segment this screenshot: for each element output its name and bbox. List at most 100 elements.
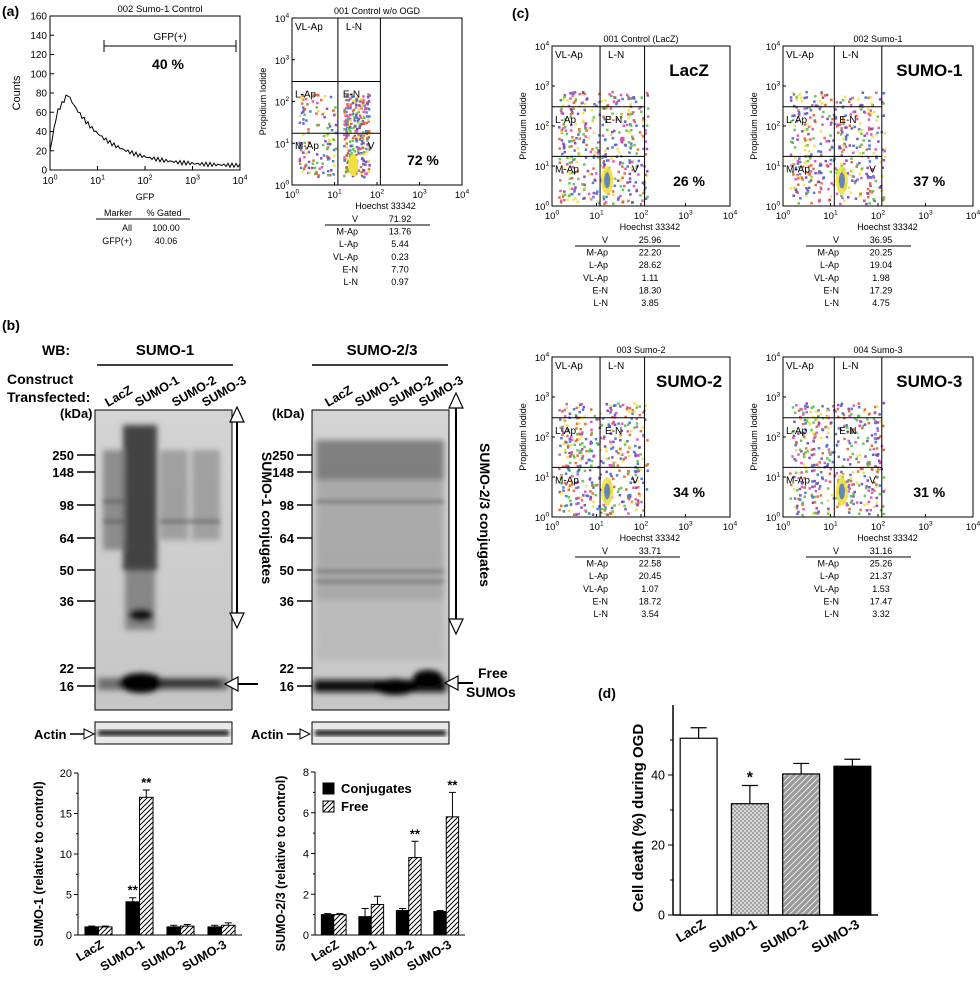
quadrant-label: L-N <box>346 22 362 33</box>
viable-percent: 31 % <box>913 484 945 500</box>
size-marker-label: 36 <box>60 594 74 609</box>
flow-y-tick-label: 101 <box>535 472 550 484</box>
flow-y-tick-label: 104 <box>535 41 550 53</box>
quadrant-label: M-Ap <box>786 164 810 175</box>
histogram-ylabel: Counts <box>11 75 23 110</box>
flow-density-cloud <box>789 90 887 206</box>
histogram-frame <box>49 15 241 171</box>
flow-plot-title: 002 Sumo-1 <box>853 34 902 44</box>
stats-table-value: 18.30 <box>639 285 662 295</box>
flow-plot-frame <box>782 45 974 207</box>
flow-x-tick-label: 100 <box>776 521 791 533</box>
blot1-image <box>94 409 233 711</box>
histogram-y-tick-label: 160 <box>30 12 47 23</box>
size-marker-label: 36 <box>280 594 294 609</box>
flow-y-tick-label: 103 <box>275 54 290 66</box>
viable-percent: 37 % <box>913 173 945 189</box>
y-tick-label: 20 <box>651 839 665 853</box>
quadrant-label: VL-Ap <box>295 22 323 33</box>
stats-table-label: VL-Ap <box>814 273 839 283</box>
stats-table-value: 0.23 <box>391 252 409 262</box>
flow-x-tick-label: 104 <box>455 189 470 201</box>
panel-label-c: (c) <box>512 5 529 21</box>
stats-table-label: E-N <box>593 596 609 606</box>
y-tick-label: 0 <box>303 930 309 942</box>
histogram-y-ticks: 0 20 40 60 80 100 120 140 160 <box>30 12 54 177</box>
quadrant-label: VL-Ap <box>786 50 814 61</box>
viable-percent: 34 % <box>673 484 705 500</box>
conjugates-bar <box>166 926 182 936</box>
flow-ylabel: Propidium Iodide <box>258 68 268 136</box>
quadrant-label: VL-Ap <box>555 361 583 372</box>
histogram-x-tick-label: 101 <box>90 175 105 188</box>
stats-table-label: M-Ap <box>586 559 608 569</box>
conjugates-bar <box>207 926 223 936</box>
flow-y-tick-label: 100 <box>275 180 290 192</box>
blot1-conjugates-arrow <box>229 405 245 630</box>
stats-table-label: E-N <box>343 264 359 274</box>
stats-table-label: VL-Ap <box>814 584 839 594</box>
legend-swatch <box>322 782 335 795</box>
flow-density-cloud <box>298 93 371 179</box>
construct-name: SUMO-1 <box>896 61 962 80</box>
quadrant-label: L-N <box>842 361 858 372</box>
flow-x-tick-label: 103 <box>678 521 693 533</box>
histogram-y-tick-label: 40 <box>36 127 48 138</box>
cell-death-bar <box>730 803 769 916</box>
significance-marker: ** <box>128 883 139 898</box>
stats-table-label: M-Ap <box>586 248 608 258</box>
blot2-actin-arrow <box>287 728 312 740</box>
histogram-y-tick-label: 80 <box>36 89 48 100</box>
histogram-y-tick-label: 60 <box>36 108 48 119</box>
category-label: SUMO-3 <box>180 937 229 973</box>
lane-label: LacZ <box>323 383 356 410</box>
construct-name: SUMO-2 <box>656 372 722 391</box>
size-marker-label: 98 <box>280 498 294 513</box>
y-axis-label: Cell death (%) during OGD <box>630 724 647 913</box>
blot2-image <box>311 409 450 711</box>
flow-x-tick-label: 101 <box>589 521 604 533</box>
quadrant-label: L-Ap <box>295 89 317 100</box>
quadrant-label: VL-Ap <box>786 361 814 372</box>
flow-ylabel: Propidium Iodide <box>518 92 528 160</box>
histogram-y-tick-label: 20 <box>36 146 48 157</box>
quantification-chart: 02468LacZSUMO-1**SUMO-2**SUMO-3SUMO-2/3 … <box>274 767 465 974</box>
blot1-kda-label: (kDa) <box>60 406 93 421</box>
legend-label: Conjugates <box>341 781 412 796</box>
stats-table-label: M-Ap <box>817 248 839 258</box>
stats-table-label: VL-Ap <box>583 584 608 594</box>
free-bar <box>180 925 195 936</box>
free-bar <box>408 857 422 936</box>
stats-table-value: 18.72 <box>639 596 662 606</box>
y-axis-label: SUMO-2/3 (relative to control) <box>274 776 288 952</box>
flow-y-tick-label: 104 <box>535 352 550 364</box>
viable-population <box>348 153 359 176</box>
flow-x-tick-label: 101 <box>327 189 342 201</box>
flow-ylabel: Propidium Iodide <box>518 403 528 471</box>
conjugates-bar <box>125 901 141 936</box>
flow-y-tick-label: 102 <box>275 96 290 108</box>
legend-label: Free <box>341 799 368 814</box>
y-tick-label: 40 <box>651 769 665 783</box>
quadrant-label: E-N <box>839 115 856 126</box>
quantification-chart: 05101520LacZ****SUMO-1SUMO-2SUMO-3SUMO-1… <box>32 768 242 974</box>
flow-x-tick-label: 102 <box>871 210 886 222</box>
category-label: SUMO-1 <box>706 916 759 955</box>
flow-x-tick-label: 101 <box>589 210 604 222</box>
size-marker-label: 64 <box>60 531 75 546</box>
gate-table-row-value: 100.00 <box>152 223 180 233</box>
flow-plot-title: 001 Control w/o OGD <box>334 6 421 16</box>
free-bar <box>139 796 154 936</box>
blot2-conjugates-label: SUMO-2/3 conjugates <box>477 443 493 587</box>
stats-table-value: 31.16 <box>870 546 893 556</box>
significance-marker: ** <box>410 826 421 841</box>
flow-y-tick-label: 103 <box>535 392 550 404</box>
quadrant-label: V <box>632 475 639 486</box>
quadrant-label: L-Ap <box>786 115 808 126</box>
construct-label: Construct <box>7 371 73 387</box>
flow-x-tick-label: 100 <box>545 521 560 533</box>
flow-x-tick-label: 104 <box>723 210 738 222</box>
panel-label-d: (d) <box>598 685 616 701</box>
